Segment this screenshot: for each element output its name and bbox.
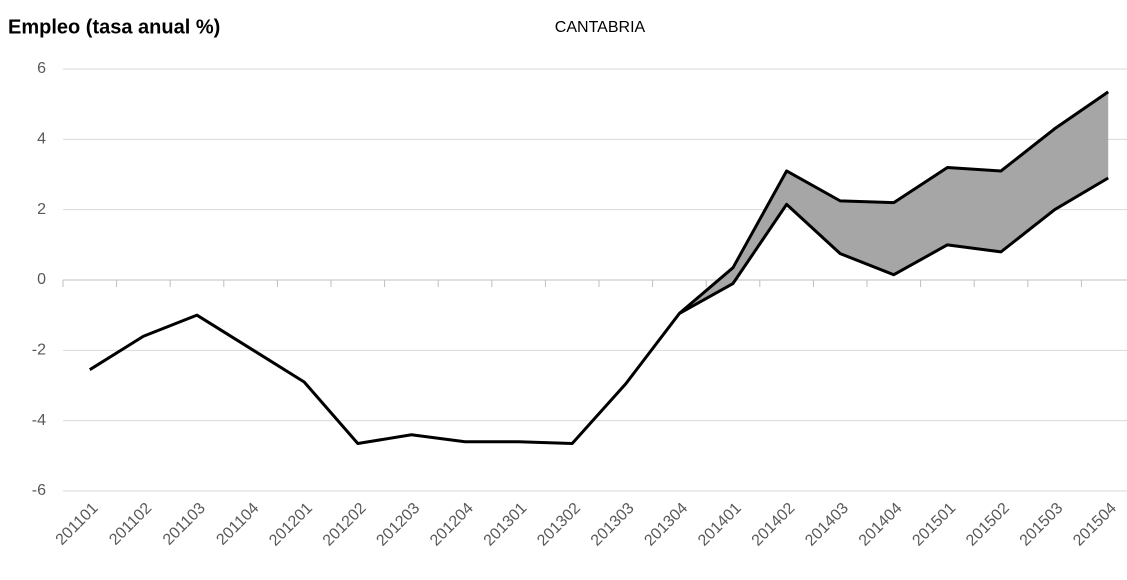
y-tick-label: -2 xyxy=(32,342,46,359)
y-tick-label: -6 xyxy=(32,482,46,499)
x-tick-label: 201203 xyxy=(373,500,423,550)
x-tick-label: 201304 xyxy=(641,500,691,550)
y-tick-label: -4 xyxy=(32,412,46,429)
x-tick-label: 201302 xyxy=(534,500,584,550)
x-tick-label: 201303 xyxy=(588,500,638,550)
y-tick-label: 6 xyxy=(37,60,46,77)
y-tick-label: 0 xyxy=(37,271,46,288)
x-tick-label: 201101 xyxy=(53,500,102,549)
x-tick-label: 201102 xyxy=(106,500,155,549)
line xyxy=(89,176,1109,446)
x-tick-label: 201403 xyxy=(802,500,852,550)
chart-title: Empleo (tasa anual %) xyxy=(8,16,220,38)
x-tick-label: 201503 xyxy=(1017,500,1067,550)
x-tick-label: 201301 xyxy=(481,500,531,550)
x-tick-label: 201104 xyxy=(213,500,262,549)
x-tick-label: 201404 xyxy=(856,500,906,550)
x-tick-label: 201103 xyxy=(160,500,209,549)
y-tick-label: 2 xyxy=(37,201,46,218)
x-tick-label: 201502 xyxy=(963,500,1013,550)
x-tick-label: 201501 xyxy=(909,500,959,550)
chart-subtitle: CANTABRIA xyxy=(555,19,646,36)
x-tick-label: 201202 xyxy=(320,500,370,550)
y-tick-label: 4 xyxy=(37,131,46,148)
x-tick-label: 201402 xyxy=(749,500,799,550)
x-tick-label: 201201 xyxy=(266,500,316,550)
x-tick-label: 201401 xyxy=(695,500,745,550)
x-tick-label: 201504 xyxy=(1070,500,1120,550)
line xyxy=(678,90,1110,315)
x-tick-label: 201204 xyxy=(427,500,477,550)
